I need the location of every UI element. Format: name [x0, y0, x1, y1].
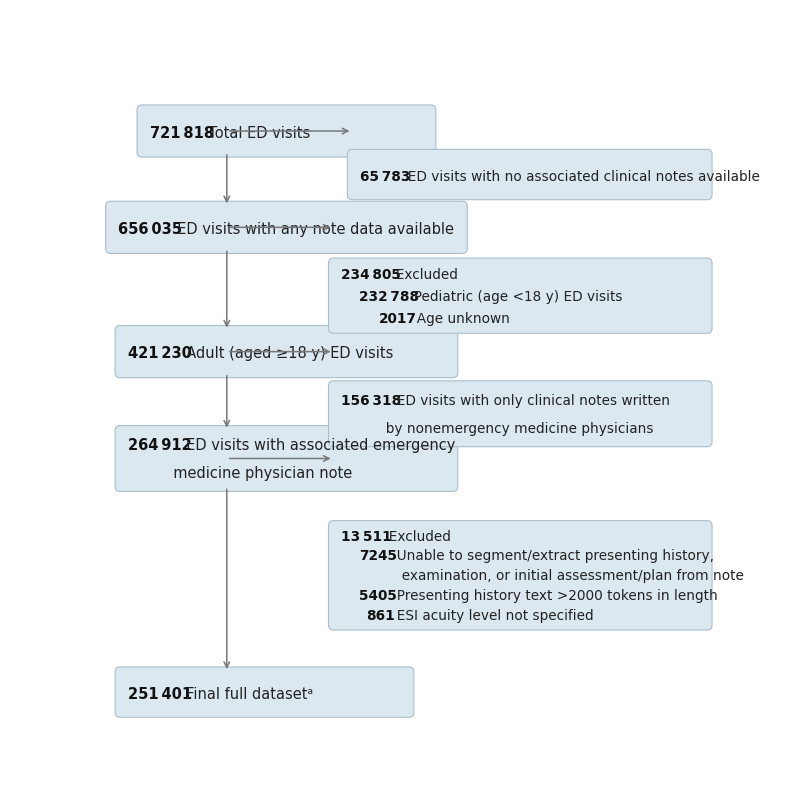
FancyBboxPatch shape — [329, 381, 712, 447]
FancyBboxPatch shape — [329, 521, 712, 630]
Text: ED visits with no associated clinical notes available: ED visits with no associated clinical no… — [399, 169, 760, 183]
Text: Final full datasetᵃ: Final full datasetᵃ — [177, 687, 313, 701]
Text: 232 788: 232 788 — [359, 290, 419, 303]
Text: Age unknown: Age unknown — [408, 312, 510, 325]
Text: ED visits with any note data available: ED visits with any note data available — [168, 222, 454, 237]
Text: ESI acuity level not specified: ESI acuity level not specified — [389, 609, 594, 623]
Text: ED visits with only clinical notes written: ED visits with only clinical notes writt… — [388, 394, 670, 408]
Text: 421 230: 421 230 — [128, 346, 191, 362]
FancyBboxPatch shape — [115, 325, 458, 378]
Text: 234 805: 234 805 — [341, 268, 401, 282]
Text: 156 318: 156 318 — [341, 394, 401, 408]
Text: Unable to segment/extract presenting history,: Unable to segment/extract presenting his… — [388, 550, 714, 563]
Text: 721 818: 721 818 — [150, 126, 214, 140]
Text: 2017: 2017 — [379, 312, 416, 325]
Text: 5405: 5405 — [359, 589, 397, 603]
Text: Presenting history text >2000 tokens in length: Presenting history text >2000 tokens in … — [388, 589, 718, 603]
Text: 7245: 7245 — [359, 550, 397, 563]
Text: Total ED visits: Total ED visits — [199, 126, 310, 140]
Text: 264 912: 264 912 — [128, 438, 191, 454]
FancyBboxPatch shape — [115, 667, 414, 717]
FancyBboxPatch shape — [329, 258, 712, 333]
Text: examination, or initial assessment/plan from note: examination, or initial assessment/plan … — [393, 569, 744, 583]
Text: Excluded: Excluded — [381, 529, 451, 544]
FancyBboxPatch shape — [105, 201, 467, 253]
Text: 65 783: 65 783 — [360, 169, 411, 183]
Text: ED visits with associated emergency: ED visits with associated emergency — [177, 438, 455, 454]
FancyBboxPatch shape — [347, 149, 712, 199]
Text: Adult (aged ≥18 y) ED visits: Adult (aged ≥18 y) ED visits — [177, 346, 394, 362]
Text: Pediatric (age <18 y) ED visits: Pediatric (age <18 y) ED visits — [405, 290, 623, 303]
FancyBboxPatch shape — [115, 425, 458, 491]
Text: 251 401: 251 401 — [128, 687, 192, 701]
Text: 861: 861 — [366, 609, 395, 623]
Text: medicine physician note: medicine physician note — [164, 466, 352, 481]
Text: Excluded: Excluded — [387, 268, 458, 282]
FancyBboxPatch shape — [137, 105, 436, 157]
Text: 13 511: 13 511 — [341, 529, 392, 544]
Text: 656 035: 656 035 — [118, 222, 182, 237]
Text: by nonemergency medicine physicians: by nonemergency medicine physicians — [377, 422, 654, 436]
